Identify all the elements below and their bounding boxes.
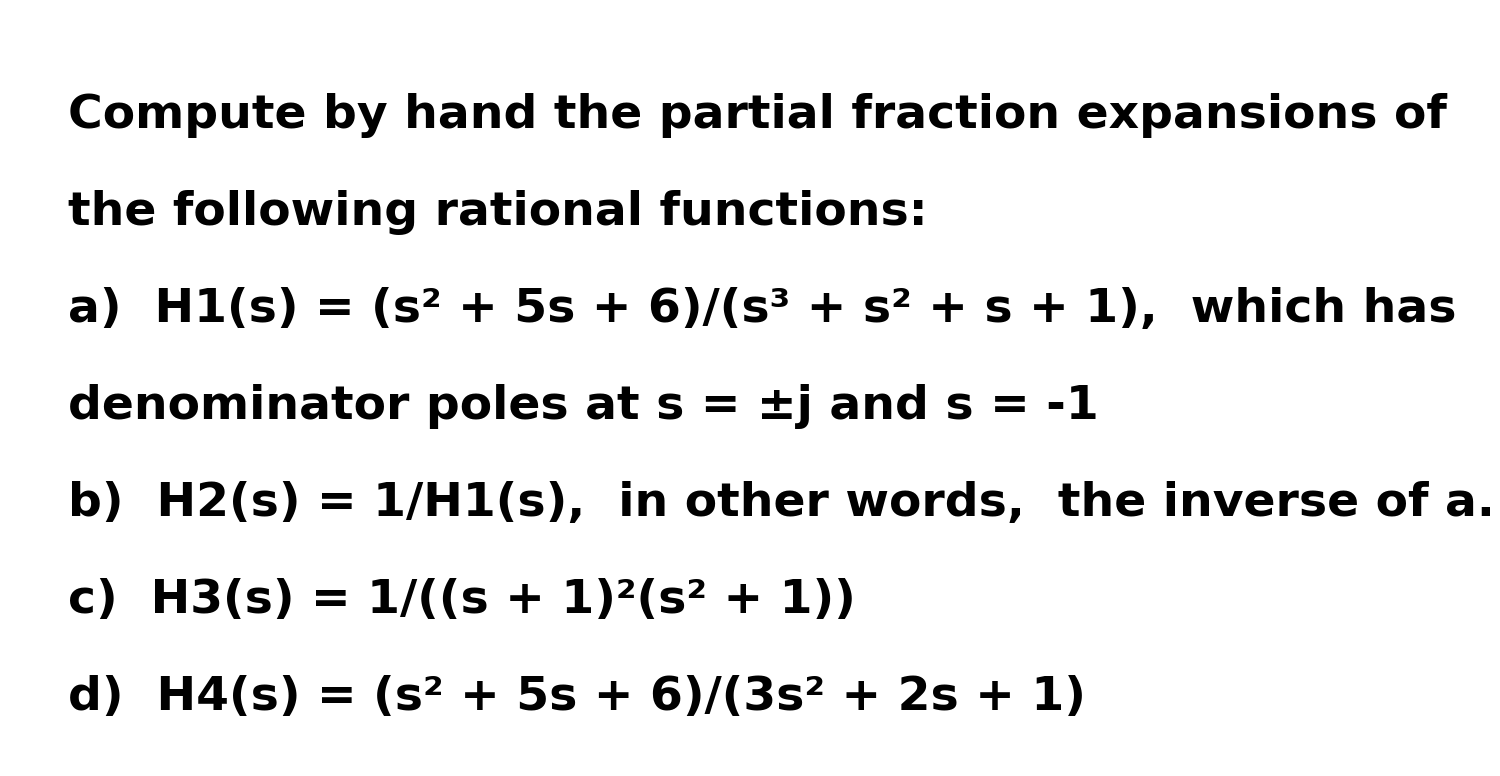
Text: denominator poles at s = ±j and s = -1: denominator poles at s = ±j and s = -1 xyxy=(68,384,1098,429)
Text: b)  H2(s) = 1/H1(s),  in other words,  the inverse of a.: b) H2(s) = 1/H1(s), in other words, the … xyxy=(68,481,1494,526)
Text: c)  H3(s) = 1/((s + 1)²(s² + 1)): c) H3(s) = 1/((s + 1)²(s² + 1)) xyxy=(68,578,855,623)
Text: d)  H4(s) = (s² + 5s + 6)/(3s² + 2s + 1): d) H4(s) = (s² + 5s + 6)/(3s² + 2s + 1) xyxy=(68,675,1086,720)
Text: the following rational functions:: the following rational functions: xyxy=(68,190,927,235)
Text: Compute by hand the partial fraction expansions of: Compute by hand the partial fraction exp… xyxy=(68,93,1446,138)
Text: a)  H1(s) = (s² + 5s + 6)/(s³ + s² + s + 1),  which has: a) H1(s) = (s² + 5s + 6)/(s³ + s² + s + … xyxy=(68,287,1456,332)
